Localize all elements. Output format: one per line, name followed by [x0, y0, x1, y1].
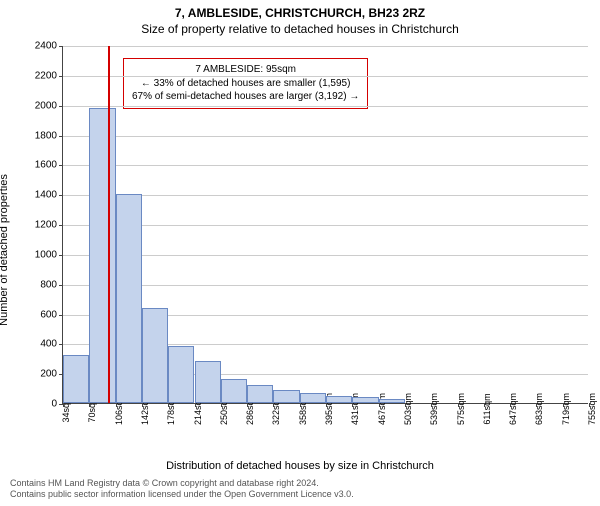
- y-tick-label: 200: [40, 369, 57, 380]
- y-axis-label: Number of detached properties: [0, 174, 10, 326]
- callout-box: 7 AMBLESIDE: 95sqm ← 33% of detached hou…: [123, 58, 368, 109]
- y-tick-label: 1800: [35, 130, 57, 141]
- callout-line3: 67% of semi-detached houses are larger (…: [132, 90, 359, 104]
- chart-plot-area: 7 AMBLESIDE: 95sqm ← 33% of detached hou…: [62, 46, 588, 404]
- footer-line1: Contains HM Land Registry data © Crown c…: [10, 478, 590, 489]
- gridline: [63, 165, 588, 166]
- y-tick-label: 600: [40, 309, 57, 320]
- histogram-bar: [247, 385, 273, 403]
- histogram-bar: [89, 108, 115, 403]
- x-axis-label: Distribution of detached houses by size …: [0, 460, 600, 472]
- gridline: [63, 46, 588, 47]
- y-tick-label: 2200: [35, 70, 57, 81]
- y-tick-mark: [59, 285, 63, 286]
- gridline: [63, 106, 588, 107]
- y-tick-label: 2000: [35, 100, 57, 111]
- callout-line2: ← 33% of detached houses are smaller (1,…: [132, 77, 359, 91]
- y-tick-mark: [59, 255, 63, 256]
- gridline: [63, 76, 588, 77]
- y-tick-label: 800: [40, 279, 57, 290]
- x-tick-label: 683sqm: [534, 393, 544, 425]
- histogram-bar: [273, 390, 299, 403]
- y-tick-mark: [59, 106, 63, 107]
- y-tick-label: 2400: [35, 41, 57, 52]
- histogram-bar: [168, 346, 194, 403]
- y-tick-mark: [59, 76, 63, 77]
- footer-attribution: Contains HM Land Registry data © Crown c…: [10, 478, 590, 501]
- y-tick-label: 1400: [35, 190, 57, 201]
- histogram-bar: [63, 355, 89, 403]
- x-tick-label: 755sqm: [587, 393, 597, 425]
- x-tick-label: 611sqm: [482, 393, 492, 424]
- x-tick-label: 719sqm: [561, 393, 571, 425]
- histogram-bar: [352, 397, 378, 403]
- y-tick-label: 400: [40, 339, 57, 350]
- y-tick-mark: [59, 344, 63, 345]
- y-tick-mark: [59, 225, 63, 226]
- x-tick-label: 575sqm: [456, 393, 466, 425]
- y-tick-mark: [59, 165, 63, 166]
- y-tick-mark: [59, 195, 63, 196]
- y-tick-label: 1600: [35, 160, 57, 171]
- y-tick-mark: [59, 315, 63, 316]
- footer-line2: Contains public sector information licen…: [10, 489, 590, 500]
- x-tick-label: 539sqm: [429, 393, 439, 425]
- gridline: [63, 136, 588, 137]
- histogram-bar: [300, 393, 326, 403]
- histogram-bar: [379, 399, 405, 403]
- chart-container: Number of detached properties 7 AMBLESID…: [0, 40, 600, 460]
- histogram-bar: [195, 361, 221, 403]
- title-address: 7, AMBLESIDE, CHRISTCHURCH, BH23 2RZ: [0, 6, 600, 20]
- y-tick-label: 0: [51, 399, 57, 410]
- y-tick-label: 1200: [35, 220, 57, 231]
- title-subtitle: Size of property relative to detached ho…: [0, 22, 600, 36]
- x-tick-label: 647sqm: [508, 393, 518, 425]
- y-tick-mark: [59, 136, 63, 137]
- y-tick-mark: [59, 46, 63, 47]
- histogram-bar: [326, 396, 352, 403]
- histogram-bar: [116, 194, 142, 403]
- callout-line1: 7 AMBLESIDE: 95sqm: [132, 63, 359, 77]
- histogram-bar: [221, 379, 247, 403]
- property-marker-line: [108, 46, 110, 403]
- histogram-bar: [142, 308, 168, 403]
- y-tick-label: 1000: [35, 249, 57, 260]
